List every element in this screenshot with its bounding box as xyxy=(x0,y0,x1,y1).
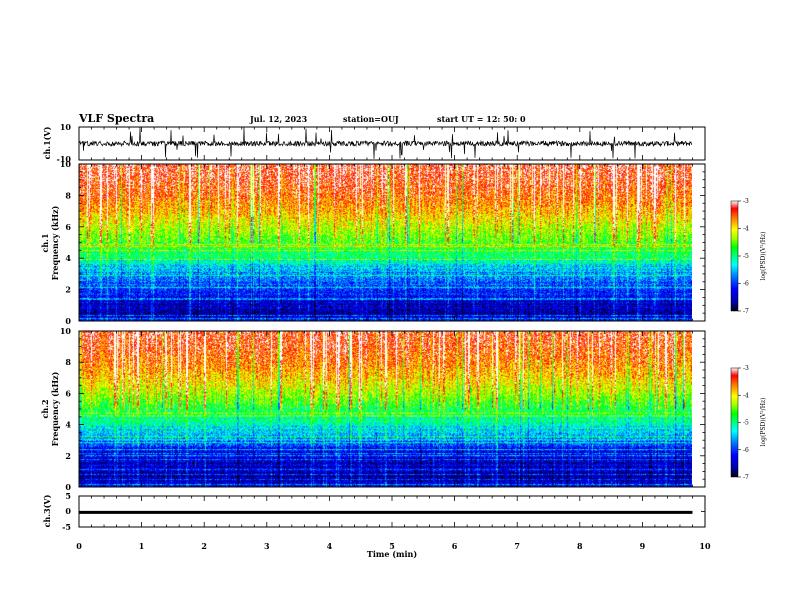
ch3-waveform-panel: 5 0 -5 ch.3(V) xyxy=(42,491,706,532)
colorbar-tick-label: -4 xyxy=(743,226,749,233)
ch1-spectrogram-ylabel: Frequency (kHz) xyxy=(50,205,60,280)
colorbar-tick-label: -4 xyxy=(743,392,749,399)
x-tick-label: 5 xyxy=(389,541,395,551)
y-tick-label: 10 xyxy=(60,326,72,336)
x-tick-label: 4 xyxy=(327,541,333,551)
station-label: station=OUJ xyxy=(343,114,399,124)
y-tick-label: 6 xyxy=(65,388,71,398)
date-label: Jul. 12, 2023 xyxy=(249,114,308,124)
ch1-colorbar-label: log(PSD)(V²/Hz) xyxy=(760,232,767,281)
x-tick-label: 3 xyxy=(264,541,270,551)
colorbar-tick-label: -3 xyxy=(743,198,749,205)
x-tick-labels: 0 1 2 3 4 5 6 7 8 9 10 xyxy=(76,541,711,551)
y-tick-label: 0 xyxy=(65,482,71,492)
colorbar-tick-label: -6 xyxy=(743,281,749,288)
y-tick-label: 4 xyxy=(65,253,71,263)
colorbar-tick-label: -5 xyxy=(743,420,749,427)
y-tick-label: 10 xyxy=(60,159,72,169)
ch1-ytick-bottom: -10 xyxy=(57,154,72,164)
ch1-spectrogram-ticks: 0 2 4 6 8 10 xyxy=(60,159,706,326)
y-tick-label: 2 xyxy=(65,285,71,295)
x-tick-label: 10 xyxy=(699,541,711,551)
y-tick-label: 8 xyxy=(65,190,71,200)
ch2-spectrogram-image xyxy=(79,331,692,487)
ch1-spectrogram-channel: ch.1 xyxy=(40,233,50,252)
ch1-spectrogram-image xyxy=(79,164,692,321)
ch1-waveform-ylabel: ch.1(V) xyxy=(42,126,52,159)
x-tick-label: 8 xyxy=(577,541,583,551)
x-tick-label: 9 xyxy=(640,541,646,551)
x-tick-label: 6 xyxy=(452,541,458,551)
ch1-colorbar xyxy=(730,200,739,312)
ch1-waveform-trace xyxy=(79,127,693,159)
y-tick-label: 8 xyxy=(65,357,71,367)
ch1-waveform-panel: 10 -10 ch.1(V) xyxy=(42,122,706,164)
ch1-colorbar-ticks: -3 -4 -5 -6 -7 xyxy=(738,198,749,315)
ch1-ytick-top: 10 xyxy=(60,122,72,132)
ch1-waveform-line xyxy=(79,127,693,159)
ch2-spectrogram-ticks: 0 2 4 6 8 10 xyxy=(60,326,706,492)
x-tick-label: 2 xyxy=(201,541,207,551)
x-tick-label: 7 xyxy=(514,541,520,551)
x-axis-label: Time (min) xyxy=(367,549,417,559)
ch3-waveform-ylabel: ch.3(V) xyxy=(42,494,52,527)
y-tick-label: 0 xyxy=(65,316,71,326)
ch3-ytick-top: 5 xyxy=(65,491,71,501)
ch3-ytick-mid: 0 xyxy=(65,506,71,516)
colorbar-tick-label: -6 xyxy=(743,447,749,454)
y-tick-label: 2 xyxy=(65,451,71,461)
ch3-waveform-ticks xyxy=(78,495,706,528)
x-tick-label: 1 xyxy=(139,541,145,551)
ch2-spectrogram-ylabel: Frequency (kHz) xyxy=(50,371,60,446)
ch2-spectrogram-channel: ch.2 xyxy=(40,399,50,418)
figure-title: VLF Spectra xyxy=(78,112,154,125)
colorbar-tick-label: -7 xyxy=(743,474,749,481)
y-tick-label: 6 xyxy=(65,222,71,232)
ch2-colorbar xyxy=(730,367,739,478)
y-tick-label: 4 xyxy=(65,420,71,430)
ch2-colorbar-ticks: -3 -4 -5 -6 -7 xyxy=(738,365,749,481)
colorbar-tick-label: -3 xyxy=(743,365,749,372)
start-ut-label: start UT = 12: 50: 0 xyxy=(437,114,526,124)
ch3-ytick-bottom: -5 xyxy=(62,522,71,532)
ch2-colorbar-label: log(PSD)(V²/Hz) xyxy=(760,398,767,447)
ch1-waveform-ticks xyxy=(78,127,706,160)
colorbar-tick-label: -7 xyxy=(743,308,749,315)
x-tick-label: 0 xyxy=(76,541,82,551)
colorbar-tick-label: -5 xyxy=(743,253,749,260)
